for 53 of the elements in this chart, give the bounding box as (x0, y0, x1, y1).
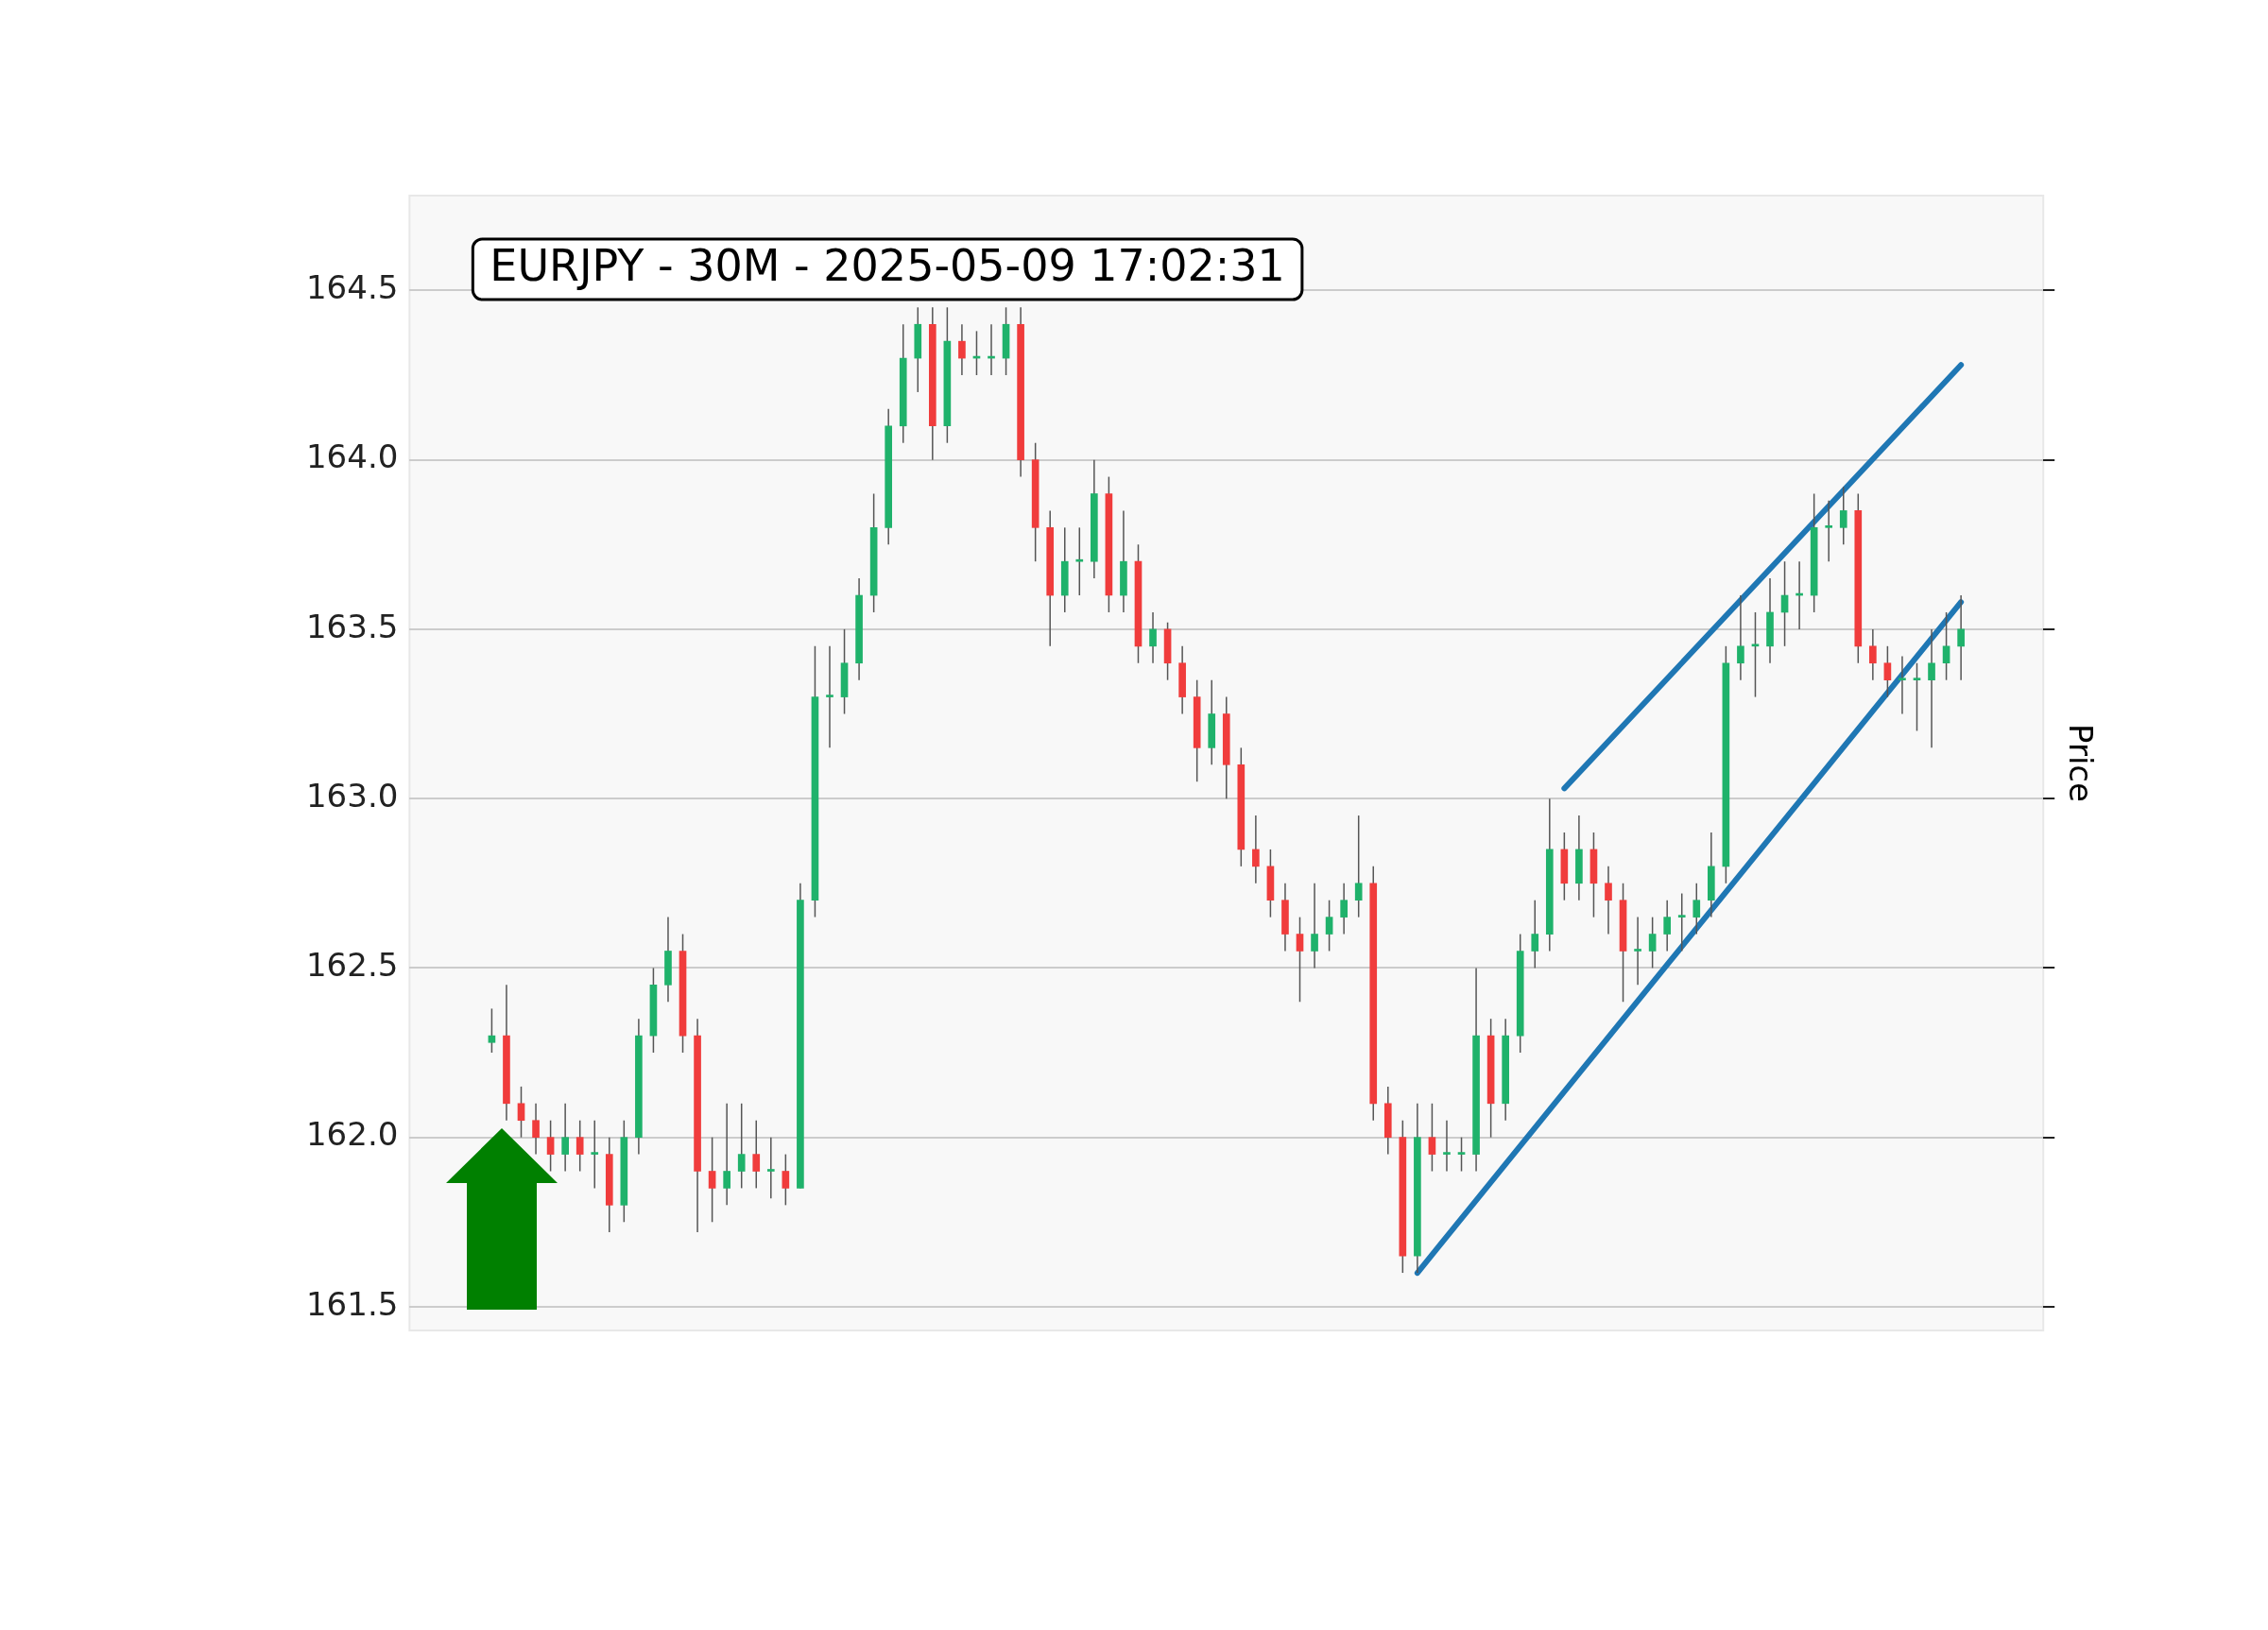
candlestick (1354, 815, 1363, 918)
candlestick (723, 1103, 730, 1207)
candlestick (1340, 883, 1348, 935)
y-tick-label: 164.5 (305, 268, 399, 307)
candlestick (517, 1086, 525, 1139)
candlestick (1634, 916, 1641, 987)
candlestick (591, 1119, 599, 1190)
candlestick (1252, 815, 1260, 884)
y-tick-label: 162.0 (305, 1115, 399, 1154)
candlestick (1648, 916, 1657, 969)
candlestick (1149, 611, 1157, 664)
candlestick (576, 1119, 584, 1173)
y-tick-label: 162.5 (305, 946, 399, 985)
candlestick (1883, 645, 1892, 698)
y-tick-label: 163.0 (305, 776, 399, 815)
candlestick (766, 1136, 775, 1199)
candlestick (1737, 594, 1744, 681)
candlestick (782, 1153, 790, 1207)
y-tick-label: 164.0 (305, 438, 399, 476)
candlestick (1663, 899, 1672, 952)
candlestick (546, 1119, 555, 1173)
candlestick (1075, 526, 1084, 596)
candlestick (1443, 1119, 1451, 1173)
candlestick (958, 323, 966, 376)
text: EURJPY - 30M - 2025-05-09 17:02:31 (490, 239, 1285, 291)
candlestick (1913, 661, 1921, 732)
candlestick (1605, 866, 1612, 935)
candlestick (708, 1136, 716, 1224)
candlestick (1296, 916, 1304, 1003)
candlestick (737, 1103, 746, 1190)
candlestick (752, 1119, 761, 1190)
candlestick (532, 1103, 540, 1156)
candlestick (1928, 628, 1935, 749)
candlestick (1325, 899, 1333, 952)
candlestick (1899, 655, 1906, 715)
y-tick-label: 161.5 (305, 1284, 399, 1323)
candlestick (1457, 1136, 1466, 1173)
candlestick (1751, 611, 1760, 698)
candlestick (561, 1103, 569, 1173)
candlestick (1839, 486, 1847, 546)
y-axis-title: Price (2061, 724, 2100, 802)
candlestick (1692, 883, 1701, 935)
candlestick (1942, 611, 1950, 681)
candlestick (1869, 628, 1877, 681)
candlestick (1428, 1103, 1436, 1173)
candlestick (1825, 499, 1833, 562)
candlestick (488, 1007, 496, 1054)
y-tick-label: 163.5 (305, 607, 399, 645)
candlestick (826, 645, 833, 749)
candlestick (1531, 899, 1539, 969)
candlestick (1957, 594, 1965, 681)
candlestick (1311, 883, 1318, 969)
candlestick (1677, 892, 1686, 952)
